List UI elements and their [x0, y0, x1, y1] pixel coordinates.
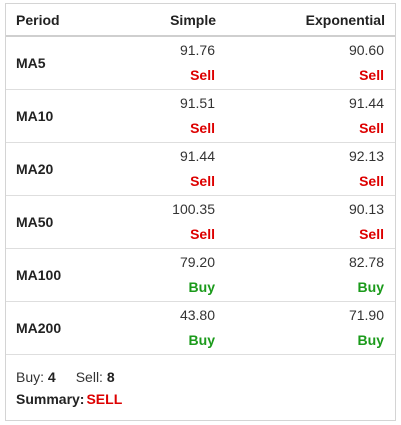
exponential-signal: Sell: [359, 120, 384, 136]
buy-count: 4: [47, 369, 56, 385]
simple-signal: Sell: [190, 67, 215, 83]
summary-value: SELL: [86, 391, 123, 407]
table-row: MA200 43.80 Buy 71.90 Buy: [6, 302, 395, 355]
simple-signal: Sell: [190, 120, 215, 136]
exponential-value: 90.60: [348, 42, 384, 58]
moving-averages-panel: Period Simple Exponential MA5 91.76 Sell…: [5, 3, 396, 421]
period-label: MA20: [16, 161, 54, 177]
sell-count: 8: [106, 369, 115, 385]
exponential-value: 71.90: [348, 307, 384, 323]
sell-count-label: Sell:: [75, 369, 103, 385]
period-label: MA200: [16, 320, 62, 336]
period-label: MA10: [16, 108, 54, 124]
table-row: MA10 91.51 Sell 91.44 Sell: [6, 90, 395, 143]
table-row: MA20 91.44 Sell 92.13 Sell: [6, 143, 395, 196]
period-label: MA100: [16, 267, 62, 283]
table-row: MA5 91.76 Sell 90.60 Sell: [6, 37, 395, 90]
exponential-signal: Buy: [357, 279, 384, 295]
table-row: MA100 79.20 Buy 82.78 Buy: [6, 249, 395, 302]
simple-value: 91.76: [179, 42, 215, 58]
exponential-signal: Buy: [357, 332, 384, 348]
signal-counts: Buy: 4 Sell: 8: [16, 369, 395, 385]
exponential-value: 92.13: [348, 148, 384, 164]
exponential-value: 82.78: [348, 254, 384, 270]
header-simple: Simple: [170, 11, 216, 28]
period-label: MA50: [16, 214, 54, 230]
period-label: MA5: [16, 55, 46, 71]
exponential-value: 91.44: [348, 95, 384, 111]
simple-value: 91.44: [179, 148, 215, 164]
summary-label: Summary:: [16, 391, 85, 407]
summary-footer: Buy: 4 Sell: 8 Summary: SELL: [6, 369, 395, 407]
simple-value: 91.51: [179, 95, 215, 111]
exponential-signal: Sell: [359, 173, 384, 189]
simple-value: 100.35: [172, 201, 215, 217]
header-period: Period: [16, 11, 60, 28]
simple-signal: Sell: [190, 226, 215, 242]
buy-count-label: Buy:: [16, 369, 45, 385]
table-row: MA50 100.35 Sell 90.13 Sell: [6, 196, 395, 249]
simple-value: 43.80: [179, 307, 215, 323]
exponential-signal: Sell: [359, 226, 384, 242]
exponential-value: 90.13: [348, 201, 384, 217]
simple-signal: Buy: [188, 279, 215, 295]
simple-signal: Sell: [190, 173, 215, 189]
exponential-signal: Sell: [359, 67, 384, 83]
header-exponential: Exponential: [305, 11, 385, 28]
summary-line: Summary: SELL: [16, 391, 395, 407]
table-header: Period Simple Exponential: [6, 4, 395, 37]
simple-value: 79.20: [179, 254, 215, 270]
simple-signal: Buy: [188, 332, 215, 348]
